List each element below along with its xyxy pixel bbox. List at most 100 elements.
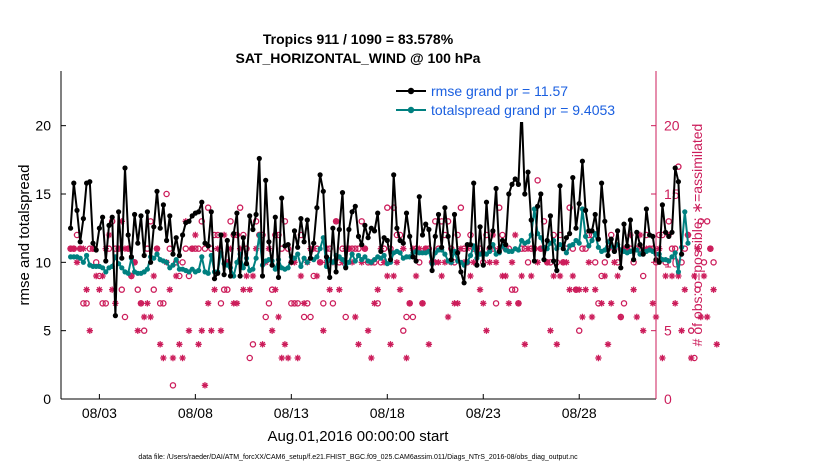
obs-assimilated-point bbox=[332, 218, 340, 225]
totalspread-point bbox=[240, 265, 246, 271]
rmse-point bbox=[522, 191, 528, 197]
obs-assimilated-point bbox=[92, 272, 100, 280]
totalspread-point bbox=[487, 248, 493, 254]
obs-assimilated-point bbox=[384, 272, 391, 280]
rmse-point bbox=[122, 165, 128, 171]
rmse-point bbox=[275, 274, 282, 280]
obs-assimilated-point bbox=[326, 286, 333, 293]
rmse-point bbox=[467, 242, 474, 248]
obs-assimilated-point bbox=[176, 341, 183, 348]
rmse-point bbox=[112, 313, 118, 319]
rmse-point bbox=[93, 247, 99, 253]
obs-assimilated-point bbox=[236, 245, 244, 252]
obs-assimilated-point bbox=[470, 259, 477, 266]
obs-assimilated-point bbox=[185, 327, 193, 334]
legend-rmse-marker bbox=[407, 87, 415, 95]
rmse-point bbox=[339, 190, 346, 196]
rmse-point bbox=[330, 225, 336, 231]
rmse-point bbox=[627, 217, 634, 223]
rmse-point bbox=[608, 236, 614, 242]
obs-assimilated-point bbox=[444, 313, 452, 321]
obs-assimilated-point bbox=[649, 300, 657, 307]
obs-assimilated-point bbox=[630, 286, 637, 293]
obs-assimilated-point bbox=[201, 382, 209, 389]
obs-assimilated-point bbox=[457, 245, 465, 252]
obs-possible-point bbox=[307, 313, 314, 321]
right-y-tick-label: 0 bbox=[664, 391, 672, 407]
rmse-point bbox=[90, 240, 96, 246]
obs-assimilated-point bbox=[492, 259, 500, 266]
rmse-point bbox=[563, 235, 570, 241]
obs-assimilated-point bbox=[480, 300, 487, 307]
obs-assimilated-point bbox=[188, 245, 196, 252]
obs-assimilated-point bbox=[694, 245, 701, 252]
obs-possible-point bbox=[703, 218, 711, 225]
obs-assimilated-point bbox=[358, 259, 365, 266]
obs-possible-point bbox=[508, 286, 516, 293]
totalspread-point bbox=[576, 240, 582, 246]
obs-possible-point bbox=[300, 313, 308, 321]
rmse-point bbox=[512, 176, 518, 182]
rmse-point bbox=[637, 242, 643, 248]
obs-assimilated-point bbox=[147, 313, 154, 321]
totalspread-point bbox=[80, 259, 86, 265]
obs-assimilated-point bbox=[476, 286, 484, 293]
rmse-point bbox=[394, 225, 400, 231]
rmse-point bbox=[304, 217, 310, 223]
rmse-point bbox=[269, 262, 275, 268]
obs-possible-point bbox=[342, 313, 349, 321]
obs-possible-point bbox=[358, 218, 365, 225]
obs-possible-point bbox=[294, 300, 301, 307]
rmse-point bbox=[487, 244, 493, 250]
right-y-axis-label: # of obs: o=possible; ∗=assimilated bbox=[689, 124, 705, 347]
obs-assimilated-point bbox=[569, 272, 577, 280]
obs-possible-point bbox=[134, 286, 142, 293]
rmse-point bbox=[493, 185, 499, 192]
obs-assimilated-point bbox=[528, 272, 535, 280]
rmse-point bbox=[528, 217, 534, 223]
obs-assimilated-point bbox=[582, 286, 589, 293]
rmse-point bbox=[151, 224, 157, 230]
rmse-point bbox=[538, 191, 544, 197]
rmse-point bbox=[371, 228, 378, 234]
obs-assimilated-point bbox=[361, 245, 369, 252]
obs-possible-point bbox=[118, 286, 126, 293]
totalspread-point bbox=[685, 240, 691, 246]
rmse-point bbox=[199, 199, 205, 205]
totalspread-point bbox=[397, 250, 403, 256]
rmse-point bbox=[109, 214, 115, 220]
obs-assimilated-point bbox=[400, 245, 407, 252]
rmse-point bbox=[327, 274, 333, 280]
obs-assimilated-point bbox=[86, 327, 93, 334]
totalspread-point bbox=[164, 259, 170, 265]
obs-possible-point bbox=[224, 286, 231, 293]
rmse-point bbox=[375, 210, 381, 216]
rmse-point bbox=[387, 257, 394, 263]
rmse-point bbox=[666, 233, 672, 239]
obs-assimilated-point bbox=[140, 313, 148, 321]
rmse-point bbox=[547, 213, 554, 219]
obs-assimilated-point bbox=[297, 272, 305, 280]
totalspread-point bbox=[154, 251, 160, 257]
rmse-point bbox=[611, 248, 618, 254]
obs-assimilated-point bbox=[412, 272, 420, 280]
rmse-point bbox=[317, 172, 323, 178]
obs-assimilated-point bbox=[336, 286, 343, 293]
rmse-point bbox=[77, 239, 83, 245]
rmse-point bbox=[355, 233, 362, 239]
obs-assimilated-point bbox=[179, 354, 186, 362]
obs-assimilated-point bbox=[272, 286, 279, 293]
obs-possible-point bbox=[121, 313, 129, 321]
obs-assimilated-point bbox=[441, 259, 449, 266]
obs-assimilated-point bbox=[99, 272, 106, 280]
obs-assimilated-point bbox=[406, 300, 413, 307]
obs-assimilated-point bbox=[601, 272, 609, 280]
obs-assimilated-point bbox=[150, 272, 157, 280]
obs-assimilated-point bbox=[259, 341, 266, 348]
rmse-point bbox=[141, 252, 147, 259]
rmse-point bbox=[544, 237, 550, 244]
obs-assimilated-point bbox=[636, 231, 644, 239]
rmse-point bbox=[560, 246, 566, 252]
totalspread-point bbox=[381, 252, 387, 259]
totalspread-point bbox=[234, 259, 240, 265]
